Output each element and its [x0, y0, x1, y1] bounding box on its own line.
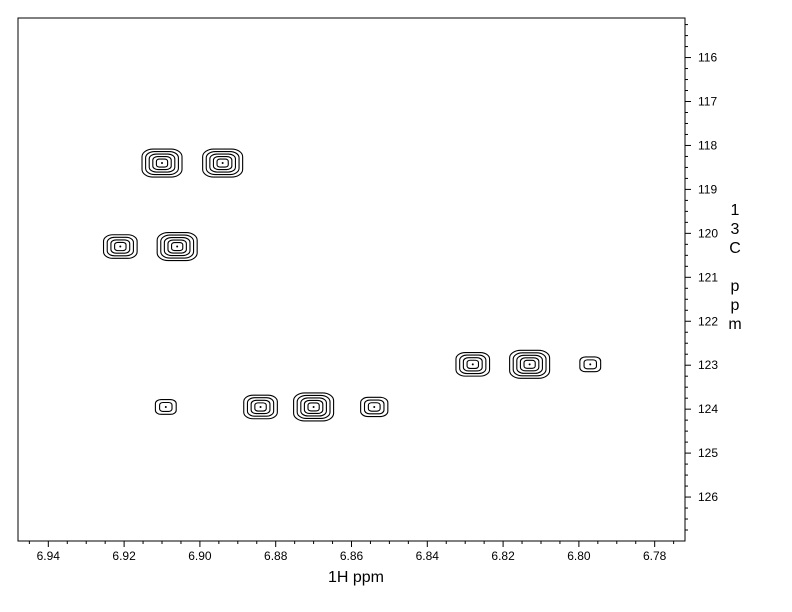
contour-peak [154, 399, 177, 415]
y-tick-label: 119 [698, 182, 717, 196]
x-tick-label: 6.86 [340, 549, 364, 563]
contour-level [462, 357, 483, 372]
y-tick-label: 116 [698, 51, 717, 65]
x-axis: 6.94 6.92 6.90 6.88 6.86 6.84 6.82 6.80 6.78 [28, 541, 675, 563]
x-axis-label: 1H ppm [328, 569, 384, 586]
contour-level [367, 402, 381, 412]
contour-level [459, 354, 487, 375]
peak-center [259, 405, 262, 408]
contour-level [209, 153, 236, 173]
x-tick-label: 6.92 [112, 549, 136, 563]
contour-level [205, 150, 240, 176]
contour-level [141, 148, 183, 178]
contour-level [159, 401, 173, 412]
y-tick-label: 121 [698, 270, 718, 284]
contour-level [148, 153, 176, 173]
contour-peak [141, 148, 183, 178]
contour-level [579, 356, 602, 373]
contour-level [583, 359, 598, 370]
contour-level [516, 354, 543, 374]
contour-level [519, 357, 540, 372]
y-axis-label-char: 3 [731, 221, 740, 238]
contour-level [455, 351, 491, 377]
contour-level [145, 150, 179, 176]
contour-peak [293, 392, 335, 422]
peak-center [471, 363, 474, 366]
y-axis-label-char: C [729, 240, 741, 257]
contour-level [466, 359, 480, 369]
contour-peak [202, 148, 244, 178]
y-tick-label: 120 [698, 226, 718, 240]
peak-center [312, 405, 315, 408]
x-tick-label: 6.84 [416, 549, 440, 563]
contour-level [160, 234, 195, 259]
y-axis-label-char: 1 [731, 202, 740, 219]
peak-center [161, 162, 164, 165]
contour-level [509, 349, 551, 379]
y-tick-label: 124 [698, 402, 718, 416]
contour-level [212, 155, 233, 171]
contour-level [296, 394, 331, 420]
x-tick-label: 6.78 [643, 549, 667, 563]
x-tick-label: 6.80 [567, 549, 591, 563]
peak-center [221, 162, 224, 165]
contour-peak [102, 234, 138, 259]
contour-level [254, 402, 267, 412]
contour-level [307, 402, 320, 412]
peak-center [176, 245, 179, 248]
contour-level [106, 236, 134, 257]
contour-peak [579, 356, 602, 373]
y-axis-label-char: m [728, 316, 741, 333]
peak-center [528, 363, 531, 366]
plot-frame [17, 17, 686, 542]
peak-center [164, 405, 167, 408]
contour-level [360, 396, 389, 418]
y-tick-label: 118 [698, 138, 717, 152]
contour-level [171, 241, 184, 252]
y-axis: 116 117 118 119 120 121 122 123 124 125 126 [685, 24, 718, 531]
contour-level [300, 397, 327, 417]
contour-level [154, 399, 177, 415]
x-tick-label: 6.90 [188, 549, 212, 563]
contour-peak [156, 231, 198, 262]
contour-level [102, 234, 138, 259]
contour-level [167, 239, 187, 254]
x-tick-label: 6.94 [37, 549, 61, 563]
contour-level [163, 236, 191, 257]
contour-level [202, 148, 244, 178]
contour-peak [360, 396, 389, 418]
contour-level [216, 158, 229, 168]
contour-level [243, 394, 278, 420]
contour-level [363, 399, 385, 415]
contour-level [512, 352, 547, 377]
contour-level [110, 239, 131, 254]
y-tick-label: 123 [698, 358, 718, 372]
y-tick-label: 125 [698, 446, 718, 460]
contour-peaks [102, 148, 602, 422]
contour-level [114, 241, 127, 252]
contour-peak [509, 349, 551, 379]
contour-level [303, 399, 324, 415]
contour-level [293, 392, 335, 422]
contour-peak [455, 351, 491, 377]
x-tick-label: 6.88 [264, 549, 288, 563]
peak-center [589, 363, 592, 366]
x-tick-label: 6.82 [491, 549, 515, 563]
y-axis-label-char: p [731, 278, 740, 295]
peak-center [119, 245, 122, 248]
contour-level [156, 231, 198, 262]
contour-level [155, 158, 169, 168]
y-tick-label: 117 [698, 95, 717, 109]
contour-level [152, 155, 172, 171]
y-axis-label-char: p [731, 297, 740, 314]
contour-peak [243, 394, 278, 420]
contour-level [250, 399, 271, 415]
contour-level [246, 397, 275, 417]
contour-level [523, 359, 536, 369]
y-tick-label: 126 [698, 490, 718, 504]
peak-center [373, 405, 376, 408]
y-tick-label: 122 [698, 314, 718, 328]
